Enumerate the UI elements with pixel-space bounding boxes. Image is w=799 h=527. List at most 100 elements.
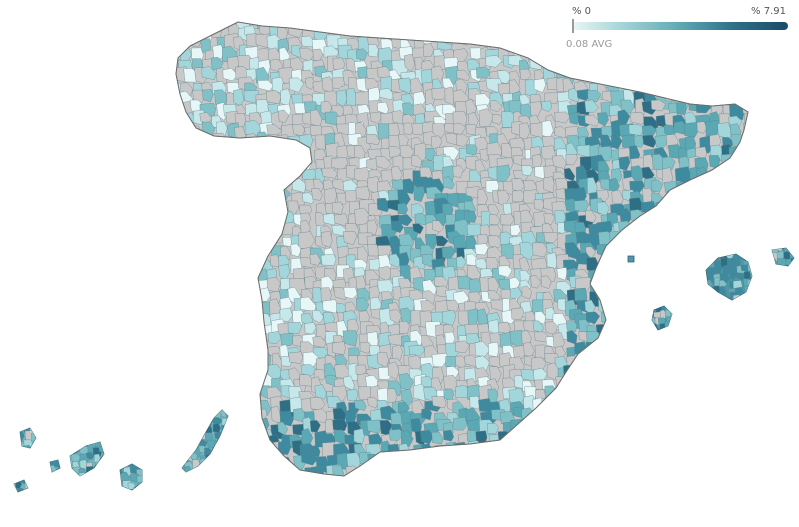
municipality-cell bbox=[688, 353, 702, 371]
municipality-cell bbox=[652, 298, 660, 306]
municipality-cell bbox=[608, 418, 619, 432]
municipality-cell bbox=[688, 55, 705, 67]
municipality-cell bbox=[628, 312, 645, 326]
municipality-cell bbox=[431, 65, 444, 84]
municipality-cell bbox=[585, 342, 598, 356]
municipality-cell bbox=[266, 466, 279, 476]
municipality-cell bbox=[767, 266, 775, 275]
municipality-cell bbox=[601, 366, 613, 382]
municipality-cell bbox=[434, 473, 450, 476]
municipality-cell bbox=[491, 473, 507, 476]
municipality-cell bbox=[632, 454, 645, 470]
municipality-cell bbox=[716, 225, 733, 242]
municipality-cell bbox=[709, 134, 722, 147]
municipality-cell bbox=[730, 432, 747, 447]
municipality-cell bbox=[763, 295, 774, 305]
municipality-cell bbox=[53, 445, 60, 456]
municipality-cell bbox=[535, 462, 547, 476]
municipality-cell bbox=[233, 289, 247, 306]
municipality-cell bbox=[639, 406, 652, 424]
municipality-cell bbox=[245, 333, 262, 350]
municipality-cell bbox=[667, 465, 680, 476]
municipality-cell bbox=[554, 210, 567, 226]
municipality-cell bbox=[81, 426, 91, 436]
municipality-cell bbox=[499, 453, 513, 472]
municipality-cell bbox=[57, 447, 68, 457]
municipality-cell bbox=[222, 284, 237, 304]
municipality-cell bbox=[87, 405, 96, 417]
municipality-cell bbox=[742, 56, 748, 71]
municipality-cell bbox=[474, 243, 489, 256]
municipality-cell bbox=[66, 424, 76, 433]
municipality-cell bbox=[277, 170, 293, 184]
municipality-cell bbox=[420, 300, 437, 313]
municipality-cell bbox=[237, 373, 250, 393]
municipality-cell bbox=[696, 312, 710, 327]
municipality-cell bbox=[770, 285, 780, 297]
municipality-cell bbox=[87, 432, 95, 441]
municipality-cell bbox=[743, 411, 748, 428]
municipality-cell bbox=[257, 212, 270, 231]
municipality-cell bbox=[434, 22, 450, 26]
municipality-cell bbox=[632, 430, 646, 446]
municipality-cell bbox=[752, 150, 765, 165]
municipality-cell bbox=[705, 249, 715, 261]
municipality-cell bbox=[609, 440, 621, 457]
municipality-cell bbox=[732, 441, 745, 455]
municipality-cell bbox=[303, 22, 316, 26]
municipality-cell bbox=[566, 320, 578, 332]
municipality-cell bbox=[678, 463, 696, 476]
municipality-cell bbox=[179, 187, 191, 203]
municipality-cell bbox=[271, 197, 286, 214]
municipality-cell bbox=[73, 438, 84, 446]
municipality-cell bbox=[747, 255, 759, 267]
municipality-cell bbox=[732, 450, 745, 467]
municipality-cell bbox=[671, 323, 680, 332]
municipality-cell bbox=[631, 224, 643, 240]
municipality-cell bbox=[446, 299, 460, 313]
municipality-cell bbox=[24, 472, 34, 483]
municipality-cell bbox=[556, 267, 568, 281]
municipality-cell bbox=[135, 413, 144, 422]
municipality-cell bbox=[652, 241, 667, 257]
municipality-cell bbox=[113, 427, 125, 436]
municipality-cell bbox=[490, 467, 506, 476]
municipality-cell bbox=[235, 408, 250, 421]
municipality-cell bbox=[755, 320, 771, 335]
municipality-cell bbox=[39, 444, 48, 455]
municipality-cell bbox=[519, 68, 532, 80]
municipality-cell bbox=[224, 167, 237, 179]
municipality-cell bbox=[511, 37, 527, 53]
municipality-cell bbox=[331, 341, 346, 356]
municipality-cell bbox=[45, 432, 56, 441]
municipality-cell bbox=[511, 178, 525, 193]
municipality-cell bbox=[640, 422, 652, 438]
municipality-cell bbox=[676, 375, 687, 393]
municipality-cell bbox=[221, 440, 233, 456]
municipality-cell bbox=[777, 299, 788, 310]
municipality-cell bbox=[476, 66, 492, 79]
municipality-cell bbox=[555, 441, 568, 458]
municipality-cell bbox=[180, 22, 194, 37]
municipality-cell bbox=[121, 453, 131, 462]
municipality-cell bbox=[113, 485, 123, 492]
municipality-cell bbox=[618, 303, 631, 319]
municipality-cell bbox=[212, 386, 227, 402]
municipality-cell bbox=[598, 385, 615, 403]
municipality-cell bbox=[38, 405, 49, 413]
municipality-cell bbox=[755, 59, 766, 71]
municipality-cell bbox=[577, 453, 592, 465]
municipality-cell bbox=[355, 186, 370, 201]
municipality-cell bbox=[628, 320, 645, 334]
municipality-cell bbox=[192, 264, 204, 283]
municipality-cell bbox=[162, 473, 171, 481]
municipality-cell bbox=[176, 355, 185, 369]
municipality-cell bbox=[743, 285, 754, 295]
municipality-cell bbox=[695, 255, 708, 269]
municipality-cell bbox=[434, 462, 447, 476]
municipality-cell bbox=[789, 278, 794, 288]
municipality-cell bbox=[589, 462, 606, 476]
municipality-cell bbox=[764, 273, 773, 285]
municipality-cell bbox=[176, 375, 187, 393]
municipality-cell bbox=[302, 192, 316, 204]
